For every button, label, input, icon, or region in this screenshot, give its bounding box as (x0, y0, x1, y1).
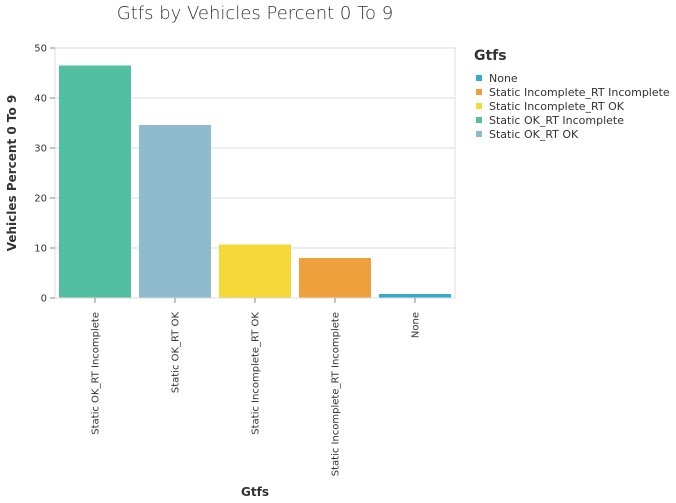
y-tick-label: 10 (34, 244, 47, 255)
bars (59, 65, 451, 298)
legend-label: Static Incomplete_RT Incomplete (489, 86, 670, 99)
legend-label: Static OK_RT Incomplete (489, 114, 624, 127)
x-tick-label: Static OK_RT Incomplete (91, 312, 102, 435)
bar (59, 65, 131, 298)
bar (379, 294, 451, 298)
x-axis-ticks: Static OK_RT Incomplete Static OK_RT OK St… (91, 298, 422, 476)
legend-swatch (476, 89, 482, 95)
legend-label: None (489, 72, 518, 85)
legend-swatch (476, 103, 482, 109)
y-axis-ticks: 0 10 20 30 40 50 (34, 44, 55, 305)
legend-label: Static Incomplete_RT OK (489, 100, 625, 113)
bar (299, 258, 371, 298)
bar (139, 125, 211, 298)
y-axis-title: Vehicles Percent 0 To 9 (5, 95, 19, 252)
y-tick-label: 0 (41, 294, 47, 305)
bar (219, 244, 291, 298)
y-tick-label: 30 (34, 144, 47, 155)
x-tick-label: Static OK_RT OK (171, 312, 182, 394)
x-axis-title: Gtfs (241, 485, 269, 499)
y-tick-label: 20 (34, 194, 47, 205)
chart-title: Gtfs by Vehicles Percent 0 To 9 (117, 3, 393, 24)
y-tick-label: 50 (34, 44, 47, 55)
legend-swatch (476, 131, 482, 137)
y-tick-label: 40 (34, 94, 47, 105)
x-tick-label: None (411, 312, 422, 338)
legend-label: Static OK_RT OK (489, 128, 579, 141)
x-tick-label: Static Incomplete_RT OK (251, 312, 262, 435)
legend-swatch (476, 117, 482, 123)
x-tick-label: Static Incomplete_RT Incomplete (331, 312, 342, 476)
legend-title: Gtfs (474, 48, 507, 64)
legend-swatch (476, 75, 482, 81)
